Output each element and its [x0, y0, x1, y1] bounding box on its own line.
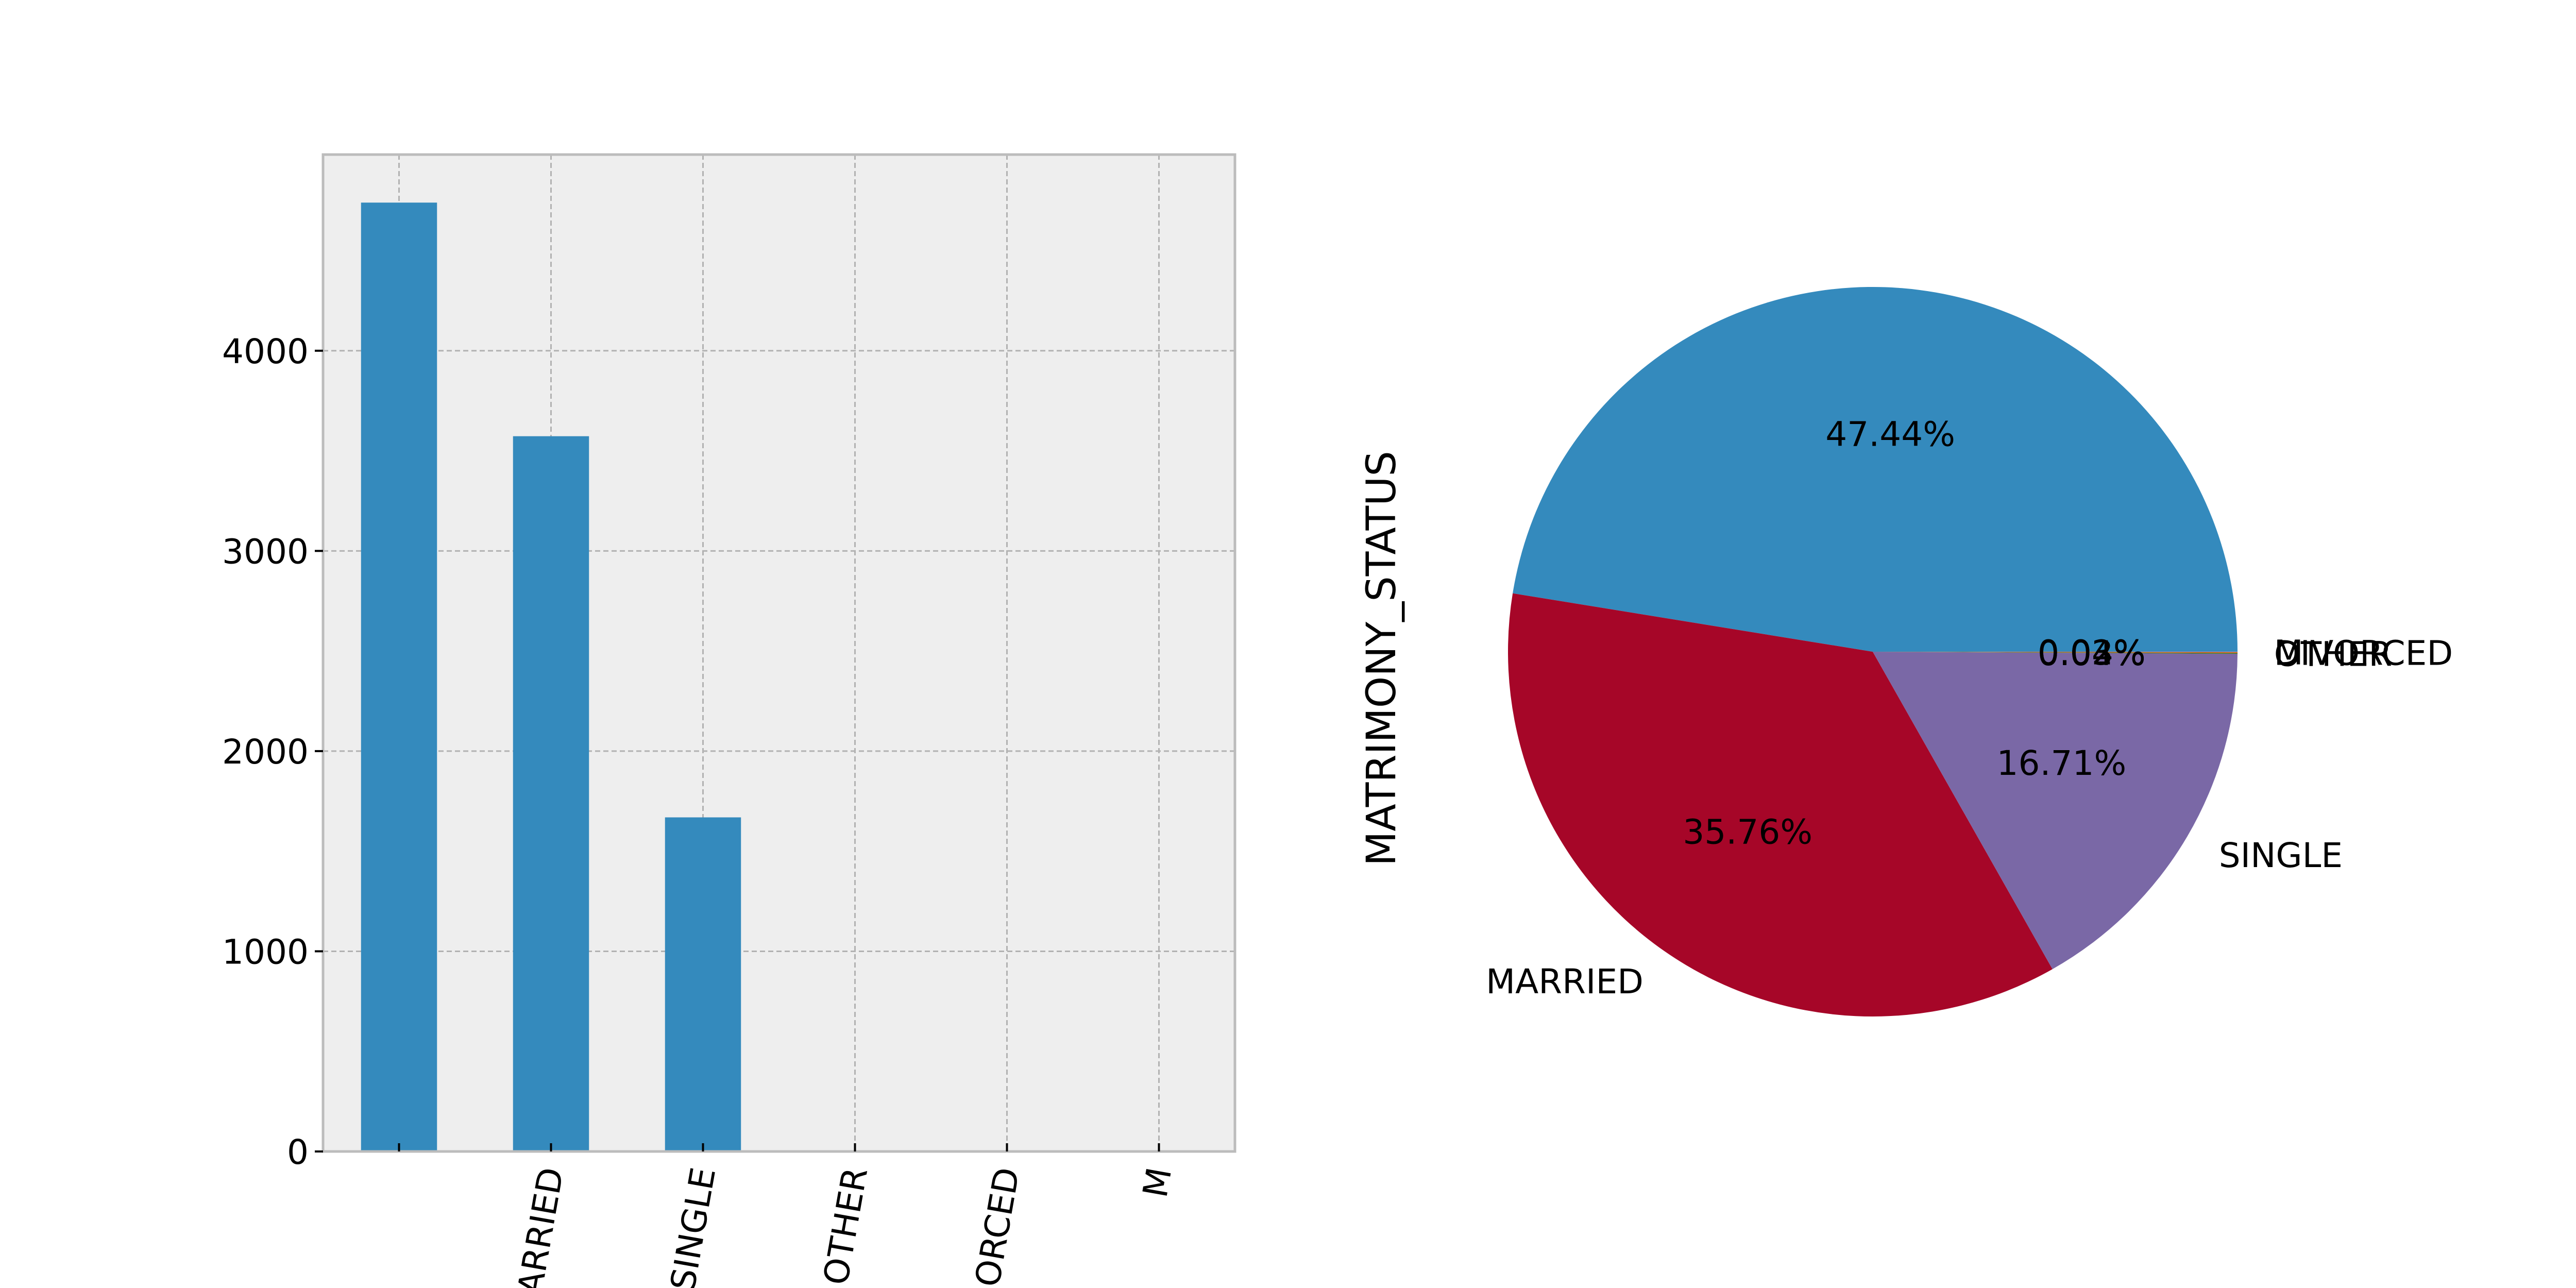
x-tick-label: ORCED — [968, 1164, 1027, 1288]
pie-slice — [1873, 652, 2238, 970]
y-tick-label: 0 — [287, 1132, 309, 1172]
pie-slice-label: MARRIED — [1486, 962, 1643, 1002]
pie-slice-label: M — [2274, 633, 2303, 672]
y-tick-label: 2000 — [222, 732, 309, 772]
y-tick-label: 4000 — [222, 332, 309, 371]
pie-slice — [1513, 286, 2238, 652]
x-tick-label: OTHER — [816, 1164, 876, 1287]
pie-pct-label: 47.44% — [1825, 415, 1955, 454]
pie-slices — [1508, 286, 2238, 1016]
y-axis-ticks: 0 1000 2000 3000 4000 — [222, 332, 323, 1172]
pie-pct-label: 16.71% — [1997, 743, 2127, 783]
x-tick-label: SINGLE — [663, 1164, 724, 1288]
bars — [361, 202, 1197, 1151]
pie-slice-label: DIVORCED — [2274, 634, 2453, 673]
bar-plot-frame — [321, 153, 1236, 1153]
bar-chart: 0 1000 2000 3000 4000 ARRIED SINGLE OTHER ORCED… — [222, 153, 1236, 1288]
x-tick-label: M — [1136, 1164, 1180, 1200]
y-tick-label: 1000 — [222, 932, 309, 972]
bar — [665, 817, 741, 1151]
pie-slice-label: SINGLE — [2219, 836, 2343, 875]
pie-chart: MATRIMONY_STATUS 47.44% MARRIED 35.76% SING… — [1359, 286, 2453, 1016]
x-axis-ticks: ARRIED SINGLE OTHER ORCED M — [398, 1143, 1180, 1288]
pie-labels: 47.44% MARRIED 35.76% SINGLE 16.71% OTHER 0.04… — [1486, 415, 2453, 1002]
x-tick-label: ARRIED — [510, 1164, 571, 1288]
pie-slice — [1873, 652, 2238, 653]
bar-plot-area — [323, 155, 1235, 1151]
pie-slice — [1508, 593, 2053, 1016]
bar — [361, 202, 437, 1151]
bar — [513, 436, 589, 1151]
y-tick-label: 3000 — [222, 532, 309, 571]
pie-pct-label: 0.04% — [2038, 634, 2146, 673]
pie-ylabel: MATRIMONY_STATUS — [1359, 451, 1405, 866]
pie-pct-label: 35.76% — [1683, 812, 1812, 852]
pie-pct-label: 0.02% — [2038, 633, 2146, 672]
pie-pct-label: 0.03% — [2038, 633, 2146, 673]
pie-slice-label: OTHER — [2274, 634, 2392, 674]
pie-slice — [1873, 652, 2238, 654]
